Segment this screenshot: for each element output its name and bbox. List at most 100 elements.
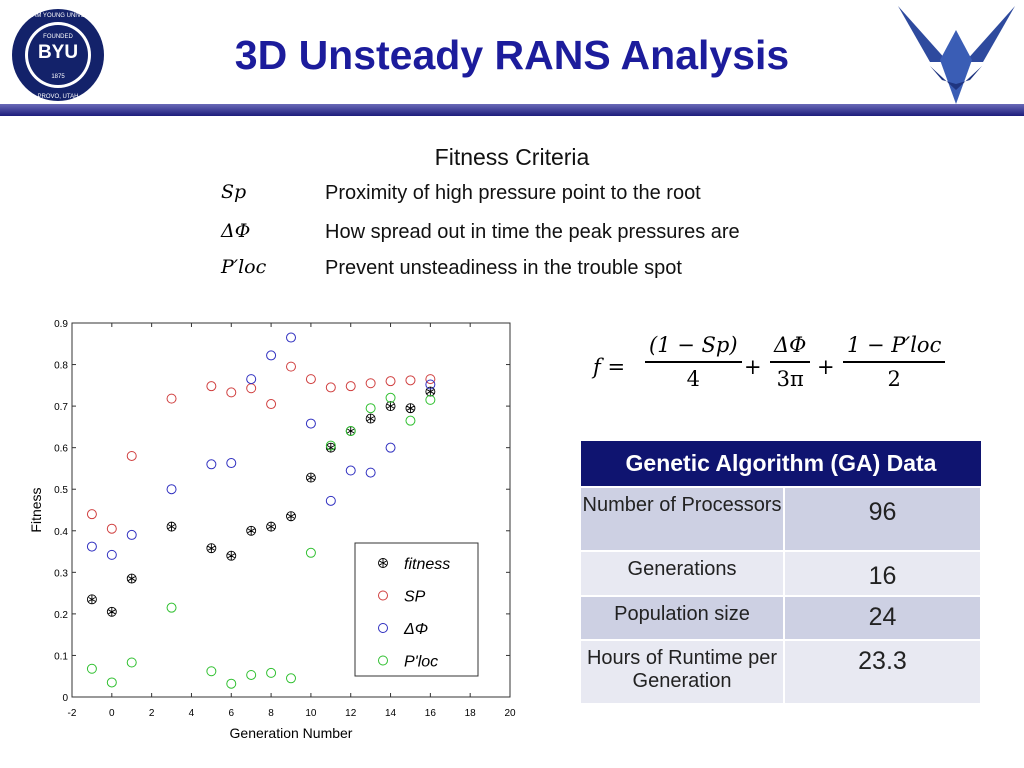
y-tick-label: 0.2 bbox=[54, 610, 68, 621]
fraction: (1 − Sp) 4 bbox=[645, 333, 742, 391]
logo-place: PROVO, UTAH bbox=[38, 94, 79, 100]
point bbox=[106, 606, 117, 617]
point bbox=[106, 549, 117, 560]
y-tick-label: 0.1 bbox=[54, 651, 68, 662]
point bbox=[266, 521, 277, 532]
cell: Number of Processors bbox=[581, 486, 785, 551]
point bbox=[365, 403, 376, 414]
x-tick-label: 14 bbox=[385, 708, 397, 719]
point bbox=[425, 374, 436, 385]
point bbox=[126, 529, 137, 540]
point bbox=[226, 387, 237, 398]
y-axis-label: Fitness bbox=[28, 487, 44, 532]
point bbox=[106, 523, 117, 534]
legend-marker bbox=[378, 655, 388, 666]
point bbox=[166, 393, 177, 404]
numerator: ΔΦ bbox=[770, 333, 811, 363]
point bbox=[345, 381, 356, 392]
point bbox=[385, 401, 396, 412]
point bbox=[166, 521, 177, 532]
point bbox=[86, 541, 97, 552]
point bbox=[325, 382, 336, 393]
x-axis-label: Generation Number bbox=[230, 725, 353, 741]
point bbox=[206, 381, 217, 392]
point bbox=[286, 332, 296, 343]
point bbox=[166, 602, 177, 613]
point bbox=[206, 666, 217, 677]
x-tick-label: 6 bbox=[228, 708, 234, 719]
cell: 24 bbox=[784, 595, 982, 640]
point bbox=[325, 440, 336, 451]
byu-logo: BYU FOUNDED 1875 BRIGHAM YOUNG UNIVERSIT… bbox=[12, 9, 104, 101]
slide-title: 3D Unsteady RANS Analysis bbox=[234, 32, 790, 78]
header-graphics: BYU FOUNDED 1875 BRIGHAM YOUNG UNIVERSIT… bbox=[12, 6, 1015, 104]
denominator: 2 bbox=[887, 367, 901, 391]
point bbox=[345, 426, 356, 436]
point bbox=[86, 663, 97, 674]
y-tick-label: 0.8 bbox=[54, 361, 68, 372]
point bbox=[385, 376, 396, 387]
point bbox=[266, 399, 277, 410]
point bbox=[286, 361, 296, 372]
y-tick-label: 0 bbox=[62, 693, 68, 704]
point bbox=[266, 667, 277, 678]
point bbox=[86, 509, 97, 520]
y-tick-label: 0.9 bbox=[54, 319, 68, 330]
criterion-symbol: P′loc bbox=[221, 256, 267, 278]
logo-mark: BYU bbox=[38, 42, 78, 63]
point bbox=[325, 442, 336, 453]
cell: Population size bbox=[581, 595, 785, 640]
point bbox=[266, 350, 277, 361]
criterion-symbol: Sp bbox=[221, 181, 247, 203]
point bbox=[166, 484, 177, 495]
formula-op: + bbox=[744, 355, 762, 379]
point bbox=[226, 550, 237, 561]
legend-marker bbox=[378, 623, 388, 633]
point bbox=[405, 403, 416, 414]
formula-op: + bbox=[817, 355, 835, 379]
point bbox=[246, 669, 257, 680]
y-tick-label: 0.6 bbox=[54, 444, 68, 455]
cell: Hours of Runtime per Generation bbox=[581, 639, 785, 703]
numerator: (1 − Sp) bbox=[645, 333, 742, 363]
point bbox=[86, 594, 97, 605]
cell: 16 bbox=[784, 550, 982, 596]
scatter-chart: 00.10.20.30.40.50.60.70.80.9-2 0 2 4 6 8 10 12 1… bbox=[28, 319, 516, 741]
x-tick-label: 12 bbox=[345, 708, 357, 719]
denominator: 3π bbox=[776, 367, 804, 391]
fraction: 1 − P′loc 2 bbox=[843, 333, 946, 391]
x-tick-label: -2 bbox=[68, 708, 77, 719]
denominator: 4 bbox=[686, 367, 700, 391]
logo-founded: FOUNDED bbox=[43, 34, 73, 40]
point bbox=[206, 459, 217, 470]
legend-marker bbox=[378, 558, 388, 568]
point bbox=[325, 495, 336, 506]
air-force-logo bbox=[898, 6, 1015, 104]
point bbox=[345, 426, 356, 437]
point bbox=[425, 394, 436, 405]
criterion-description: How spread out in time the peak pressure… bbox=[325, 221, 740, 243]
point bbox=[106, 677, 117, 688]
point bbox=[425, 379, 436, 390]
logo-name: BRIGHAM YOUNG UNIVERSITY bbox=[13, 13, 102, 19]
point bbox=[305, 547, 316, 558]
point bbox=[226, 458, 237, 469]
point bbox=[246, 374, 257, 385]
point bbox=[365, 378, 376, 389]
point bbox=[246, 525, 257, 536]
point bbox=[365, 413, 376, 424]
x-tick-label: 16 bbox=[425, 708, 437, 719]
x-tick-label: 2 bbox=[149, 708, 155, 719]
x-tick-label: 10 bbox=[305, 708, 317, 719]
fraction: ΔΦ 3π bbox=[770, 333, 811, 391]
cell: Generations bbox=[581, 550, 785, 596]
formula-lhs: f = bbox=[593, 355, 626, 379]
point bbox=[206, 543, 217, 554]
point bbox=[425, 386, 436, 397]
y-tick-label: 0.5 bbox=[54, 485, 68, 496]
y-tick-label: 0.3 bbox=[54, 568, 68, 579]
point bbox=[365, 467, 376, 478]
numerator: 1 − P′loc bbox=[843, 333, 946, 363]
point bbox=[305, 472, 316, 483]
